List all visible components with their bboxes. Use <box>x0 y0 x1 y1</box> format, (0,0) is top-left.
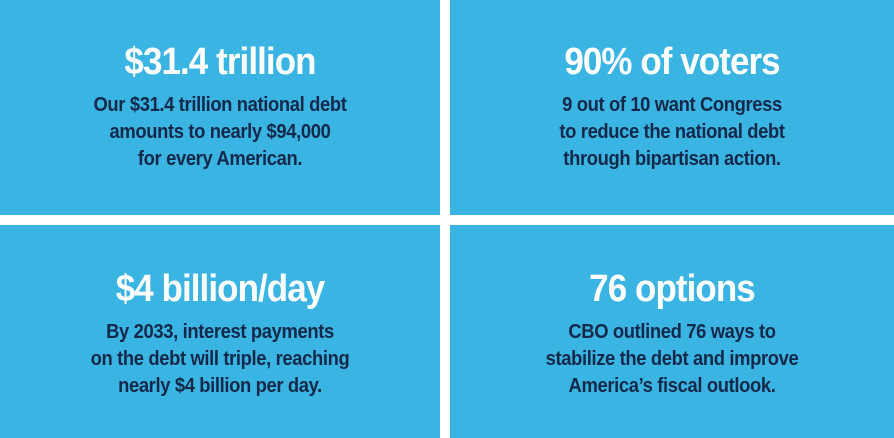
stat-description: to reduce the national debt <box>559 121 785 143</box>
stat-description: nearly $4 billion per day. <box>118 375 322 397</box>
stat-description: amounts to nearly $94,000 <box>109 121 331 143</box>
stat-headline: $31.4 trillion <box>124 41 316 83</box>
stat-headline: $4 billion/day <box>115 268 326 310</box>
stat-description: Our $31.4 trillion national debt <box>93 94 347 116</box>
stat-description: stabilize the debt and improve <box>545 348 799 370</box>
stat-description: America’s fiscal outlook. <box>568 375 776 397</box>
stat-tile: $31.4 trillion Our $31.4 trillion nationa… <box>0 0 440 215</box>
stat-tile: 76 options CBO outlined 76 ways to stabili… <box>450 225 894 438</box>
stat-tile: $4 billion/day By 2033, interest payments… <box>0 225 440 438</box>
stat-headline: 90% of voters <box>564 41 780 83</box>
stat-description: for every American. <box>137 148 303 170</box>
stat-description: CBO outlined 76 ways to <box>568 321 776 343</box>
stat-description: on the debt will triple, reaching <box>90 348 350 370</box>
stat-description: through bipartisan action. <box>563 148 781 170</box>
stat-description: By 2033, interest payments <box>106 321 334 343</box>
stat-headline: 76 options <box>589 268 756 310</box>
stat-tile: 90% of voters 9 out of 10 want Congress to… <box>450 0 894 215</box>
stat-description: 9 out of 10 want Congress <box>562 94 782 116</box>
